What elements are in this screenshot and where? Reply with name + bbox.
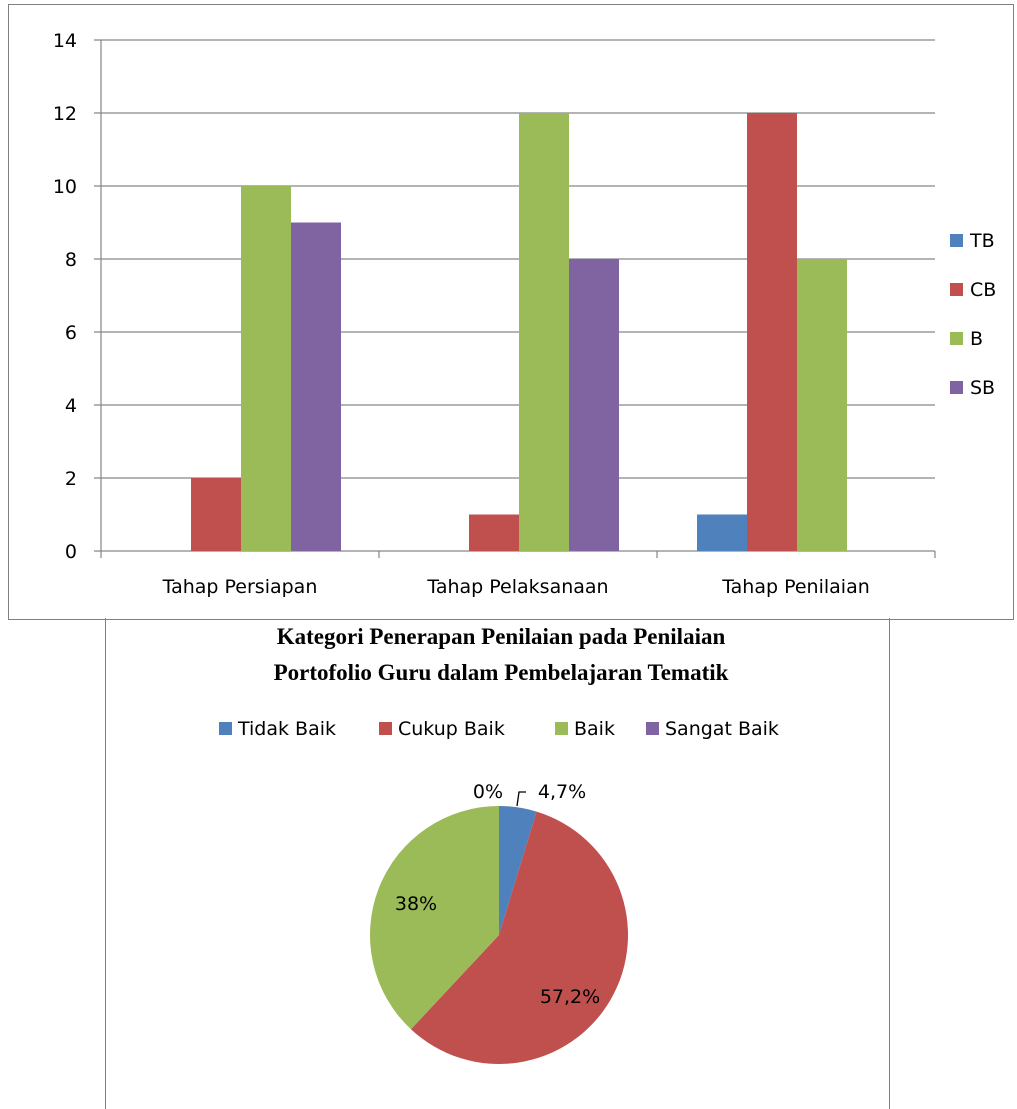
- bar-sb-2: [569, 259, 619, 551]
- legend-swatch-cukup-baik: [379, 722, 392, 735]
- chart-title-line-1: Kategori Penerapan Penilaian pada Penila…: [277, 624, 726, 649]
- pie-slice-tidak-baik: [499, 806, 537, 935]
- legend-swatch-tb: [950, 234, 963, 247]
- legend-label: B: [970, 328, 983, 350]
- bar-cb-1: [191, 478, 241, 551]
- legend-swatch-sangat-baik: [646, 722, 659, 735]
- pie-slice-baik: [370, 806, 499, 1030]
- y-tick-label: 6: [65, 322, 77, 344]
- bar-tb-3: [697, 514, 747, 551]
- data-label-sangat-baik: 0%: [473, 781, 503, 803]
- label-leader-line: [516, 791, 526, 807]
- y-tick-label: 2: [65, 468, 77, 490]
- pie-chart-frame: [105, 618, 890, 1109]
- y-tick-label: 0: [65, 541, 77, 563]
- legend-label: Sangat Baik: [665, 718, 779, 740]
- chart-title-line-2: Portofolio Guru dalam Pembelajaran Temat…: [274, 660, 729, 685]
- bar-b-3: [797, 259, 847, 551]
- legend-swatch-baik: [555, 722, 568, 735]
- legend-label: Cukup Baik: [398, 718, 505, 740]
- legend-label: CB: [970, 279, 996, 301]
- bar-cb-2: [469, 514, 519, 551]
- legend-swatch-b: [950, 332, 963, 345]
- legend-swatch-sb: [950, 381, 963, 394]
- bar-sb-1: [291, 222, 341, 551]
- bar-b-2: [519, 113, 569, 551]
- legend-label: Tidak Baik: [237, 718, 336, 740]
- bar-chart: 0 2 4 6 8 10 12 14 Tahap Persiapan Tahap Pelaksan…: [53, 30, 997, 598]
- y-tick-label: 4: [65, 395, 77, 417]
- legend-label: TB: [969, 230, 995, 252]
- y-tick-label: 8: [65, 249, 77, 271]
- data-label-baik: 38%: [395, 893, 437, 915]
- data-label-tidak-baik: 4,7%: [538, 781, 586, 803]
- pie-chart: Kategori Penerapan Penilaian pada Penila…: [219, 624, 779, 1065]
- y-tick-label: 10: [53, 176, 77, 198]
- legend-swatch-tidak-baik: [219, 722, 232, 735]
- x-tick-label: Tahap Penilaian: [721, 576, 870, 598]
- data-label-cukup-baik: 57,2%: [540, 986, 600, 1008]
- legend-swatch-cb: [950, 283, 963, 296]
- bar-chart-frame: [8, 4, 1014, 620]
- y-tick-label: 12: [53, 103, 77, 125]
- legend-label: Baik: [574, 718, 615, 740]
- pie-slice-cukup-baik: [410, 811, 629, 1065]
- x-tick-label: Tahap Persiapan: [162, 576, 318, 598]
- bar-b-1: [241, 186, 291, 551]
- legend-label: SB: [970, 377, 995, 399]
- y-tick-label: 14: [53, 30, 77, 52]
- x-tick-label: Tahap Pelaksanaan: [426, 576, 608, 598]
- bar-cb-3: [747, 113, 797, 551]
